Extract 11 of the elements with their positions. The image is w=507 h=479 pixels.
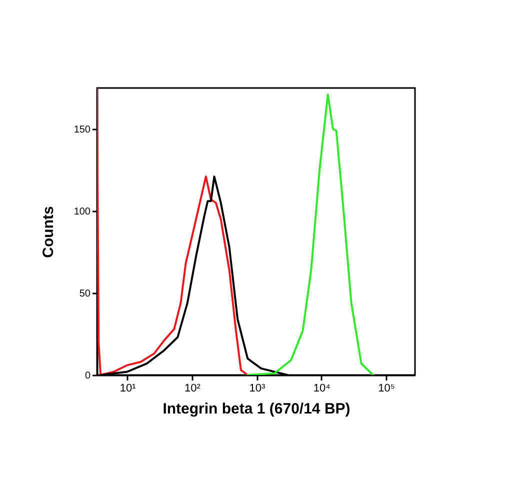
x-tick-label: 10⁵ (378, 382, 395, 394)
y-tick-label: 150 (74, 124, 91, 136)
y-tick-label: 50 (79, 288, 91, 300)
x-tick-label: 10³ (249, 382, 266, 394)
x-tick-label: 10¹ (120, 382, 136, 394)
x-tick-label: 10⁴ (313, 382, 331, 394)
y-tick-label: 100 (74, 206, 91, 218)
y-axis-title: Counts (40, 206, 57, 258)
x-axis-title: Integrin beta 1 (670/14 BP) (162, 400, 350, 418)
x-tick-label: 10² (184, 382, 201, 394)
y-tick-label: 0 (84, 370, 91, 382)
